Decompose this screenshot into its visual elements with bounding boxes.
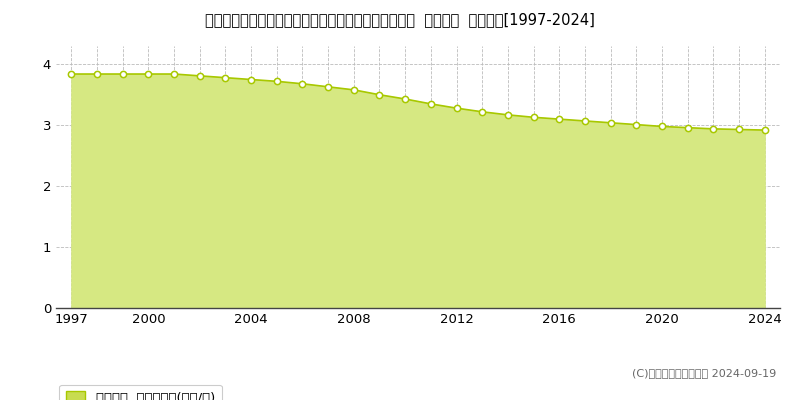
Text: (C)土地価格ドットコム 2024-09-19: (C)土地価格ドットコム 2024-09-19 xyxy=(632,368,776,378)
Legend: 基準地価  平均坪単価(万円/坪): 基準地価 平均坪単価(万円/坪) xyxy=(59,385,222,400)
Text: 栃木県塩谷郡高根沢町大字寺渡戸字イコタ３０９番２  基準地価  地価推移[1997-2024]: 栃木県塩谷郡高根沢町大字寺渡戸字イコタ３０９番２ 基準地価 地価推移[1997-… xyxy=(205,12,595,27)
